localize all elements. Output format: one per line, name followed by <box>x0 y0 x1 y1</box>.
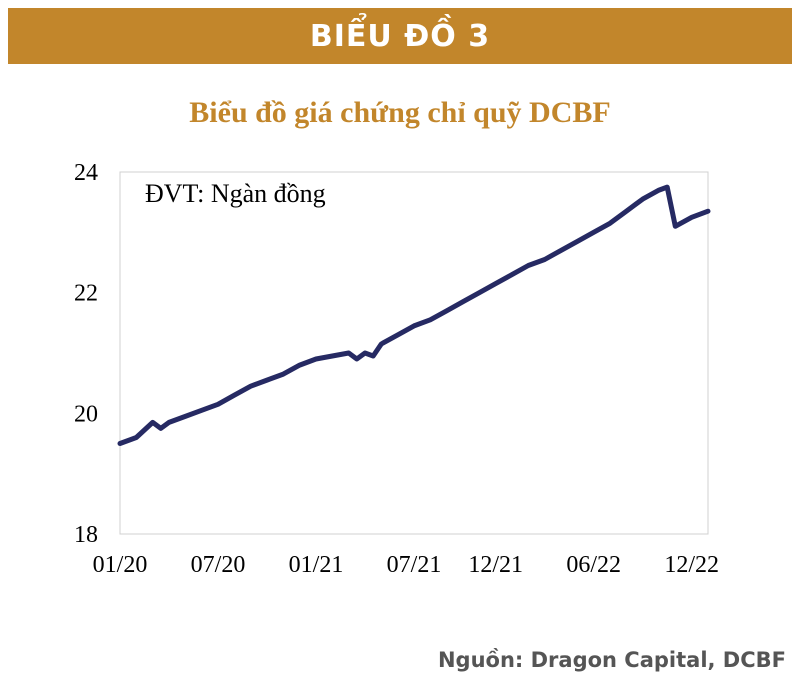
series-line <box>117 184 711 446</box>
x-tick-label: 01/20 <box>93 552 148 578</box>
y-tick-label: 20 <box>74 401 98 427</box>
y-tick-label: 24 <box>74 160 98 186</box>
x-tick-label: 07/21 <box>387 552 442 578</box>
banner-title: BIỂU ĐỒ 3 <box>309 18 491 54</box>
x-tick-label: 06/22 <box>566 552 621 578</box>
x-tick-label: 12/22 <box>664 552 719 578</box>
x-tick-label: 07/20 <box>191 552 246 578</box>
source-note: Nguồn: Dragon Capital, DCBF <box>437 648 786 672</box>
chart-title: Biểu đồ giá chứng chỉ quỹ DCBF <box>189 96 611 129</box>
banner: BIỂU ĐỒ 3 <box>8 8 792 64</box>
y-tick-label: 18 <box>74 522 98 548</box>
y-tick-label: 22 <box>74 281 98 307</box>
plot-frame <box>119 171 709 535</box>
x-tick-label: 12/21 <box>468 552 523 578</box>
x-tick-label: 01/21 <box>289 552 344 578</box>
unit-label: ĐVT: Ngàn đồng <box>145 179 326 208</box>
